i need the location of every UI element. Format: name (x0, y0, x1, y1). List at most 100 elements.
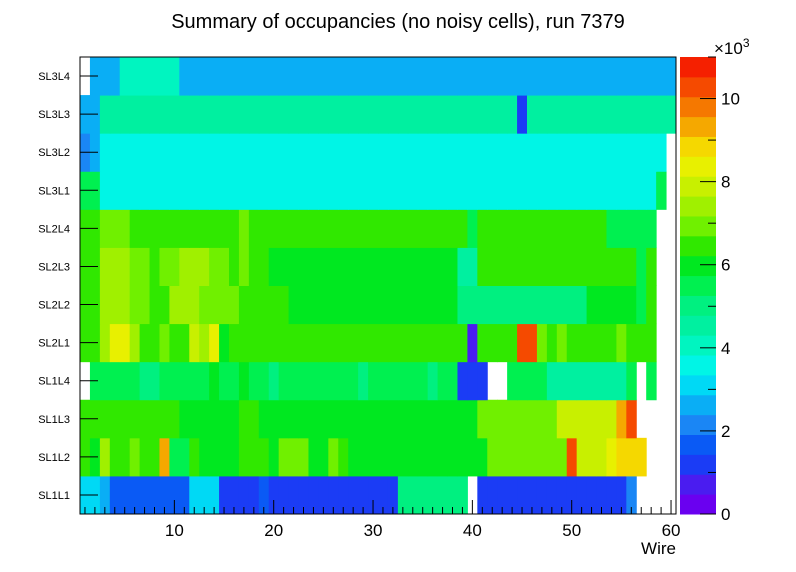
heatmap-cell (368, 437, 379, 477)
z-multiplier-label: ×103 (714, 36, 750, 58)
heatmap-cell (447, 171, 458, 210)
heatmap-cell (348, 285, 359, 325)
heatmap-cell (636, 247, 647, 286)
heatmap-cell (586, 437, 598, 477)
heatmap-cell (417, 475, 429, 515)
heatmap-cell (219, 437, 230, 477)
heatmap-cell (437, 57, 449, 96)
heatmap-cell (596, 247, 607, 286)
heatmap-cell (566, 361, 578, 401)
heatmap-cell (258, 57, 270, 96)
color-bar-step (680, 215, 716, 237)
heatmap-cell (606, 399, 617, 439)
heatmap-cell (397, 133, 409, 172)
heatmap-cell (596, 437, 607, 477)
heatmap-cell (238, 399, 250, 439)
heatmap-cell (457, 437, 468, 477)
x-tick-label: 40 (463, 521, 482, 540)
color-bar-step (680, 374, 716, 396)
heatmap-cell (606, 247, 617, 286)
heatmap-cell (487, 209, 498, 248)
heatmap-cell (238, 209, 250, 248)
heatmap-cell (338, 171, 349, 210)
heatmap-cell (169, 171, 180, 210)
heatmap-cell (378, 95, 389, 134)
heatmap-cell (368, 209, 379, 248)
heatmap-cell (169, 285, 180, 325)
heatmap-cell (437, 209, 449, 248)
heatmap-cell (189, 171, 200, 210)
heatmap-cell (517, 95, 528, 134)
heatmap-cell (328, 361, 339, 401)
heatmap-cell (209, 323, 220, 363)
heatmap-cell (248, 285, 260, 325)
heatmap-cell (387, 57, 399, 96)
color-bar-step (680, 76, 716, 98)
heatmap-cell (527, 361, 538, 401)
heatmap-cell (566, 323, 578, 363)
heatmap-cell (219, 133, 230, 172)
heatmap-cell (646, 323, 657, 363)
heatmap-cell (606, 171, 617, 210)
heatmap-cell (328, 323, 339, 363)
heatmap-cell (626, 475, 637, 515)
z-tick-label: 0 (721, 505, 730, 524)
heatmap-cell (139, 247, 151, 286)
heatmap-cell (139, 285, 151, 325)
heatmap-cell (109, 361, 121, 401)
heatmap-cell (467, 437, 478, 477)
heatmap-cell (378, 285, 389, 325)
heatmap-cell (427, 133, 439, 172)
heatmap-cell (258, 399, 270, 439)
heatmap-cell (397, 475, 409, 515)
heatmap-cell (546, 399, 558, 439)
heatmap-cell (99, 95, 111, 134)
heatmap-cell (536, 95, 548, 134)
heatmap-cell (536, 475, 548, 515)
heatmap-cell (576, 475, 588, 515)
heatmap-cell (616, 361, 627, 401)
z-tick-label: 10 (721, 90, 740, 109)
heatmap-cell (407, 209, 419, 248)
heatmap-cell (179, 247, 190, 286)
heatmap-cell (139, 57, 151, 96)
heatmap-cell (248, 475, 260, 515)
y-tick-label: SL2L3 (38, 261, 70, 273)
heatmap-cell (417, 57, 429, 96)
heatmap-cell (278, 323, 290, 363)
heatmap-cell (427, 399, 439, 439)
heatmap-cell (368, 361, 379, 401)
heatmap-cell (119, 133, 131, 172)
heatmap-cell (368, 323, 379, 363)
heatmap-cell (348, 475, 359, 515)
heatmap-cell (387, 171, 399, 210)
heatmap-cell (288, 247, 300, 286)
heatmap-cell (487, 171, 498, 210)
heatmap-cell (517, 133, 528, 172)
heatmap-cell (507, 437, 518, 477)
heatmap-cell (477, 285, 488, 325)
heatmap-cell (407, 133, 419, 172)
heatmap-cell (109, 437, 121, 477)
heatmap-cell (626, 361, 637, 401)
heatmap-cell (397, 399, 409, 439)
heatmap-cell (209, 437, 220, 477)
heatmap-cell (507, 475, 518, 515)
heatmap-cell (596, 323, 607, 363)
heatmap-cell (308, 57, 319, 96)
heatmap-cell (656, 95, 667, 134)
color-bar-step (680, 275, 716, 296)
heatmap-cell (219, 361, 230, 401)
heatmap-cell (536, 437, 548, 477)
heatmap-cell (507, 95, 518, 134)
heatmap-cell (109, 95, 121, 134)
heatmap-cell (149, 171, 160, 210)
heatmap-cell (149, 209, 160, 248)
heatmap-cell (646, 209, 657, 248)
heatmap-cell (527, 475, 538, 515)
heatmap-cell (596, 171, 607, 210)
heatmap-cell (169, 209, 180, 248)
heatmap-cell (99, 399, 111, 439)
heatmap-cell (487, 285, 498, 325)
heatmap-cell (258, 133, 270, 172)
